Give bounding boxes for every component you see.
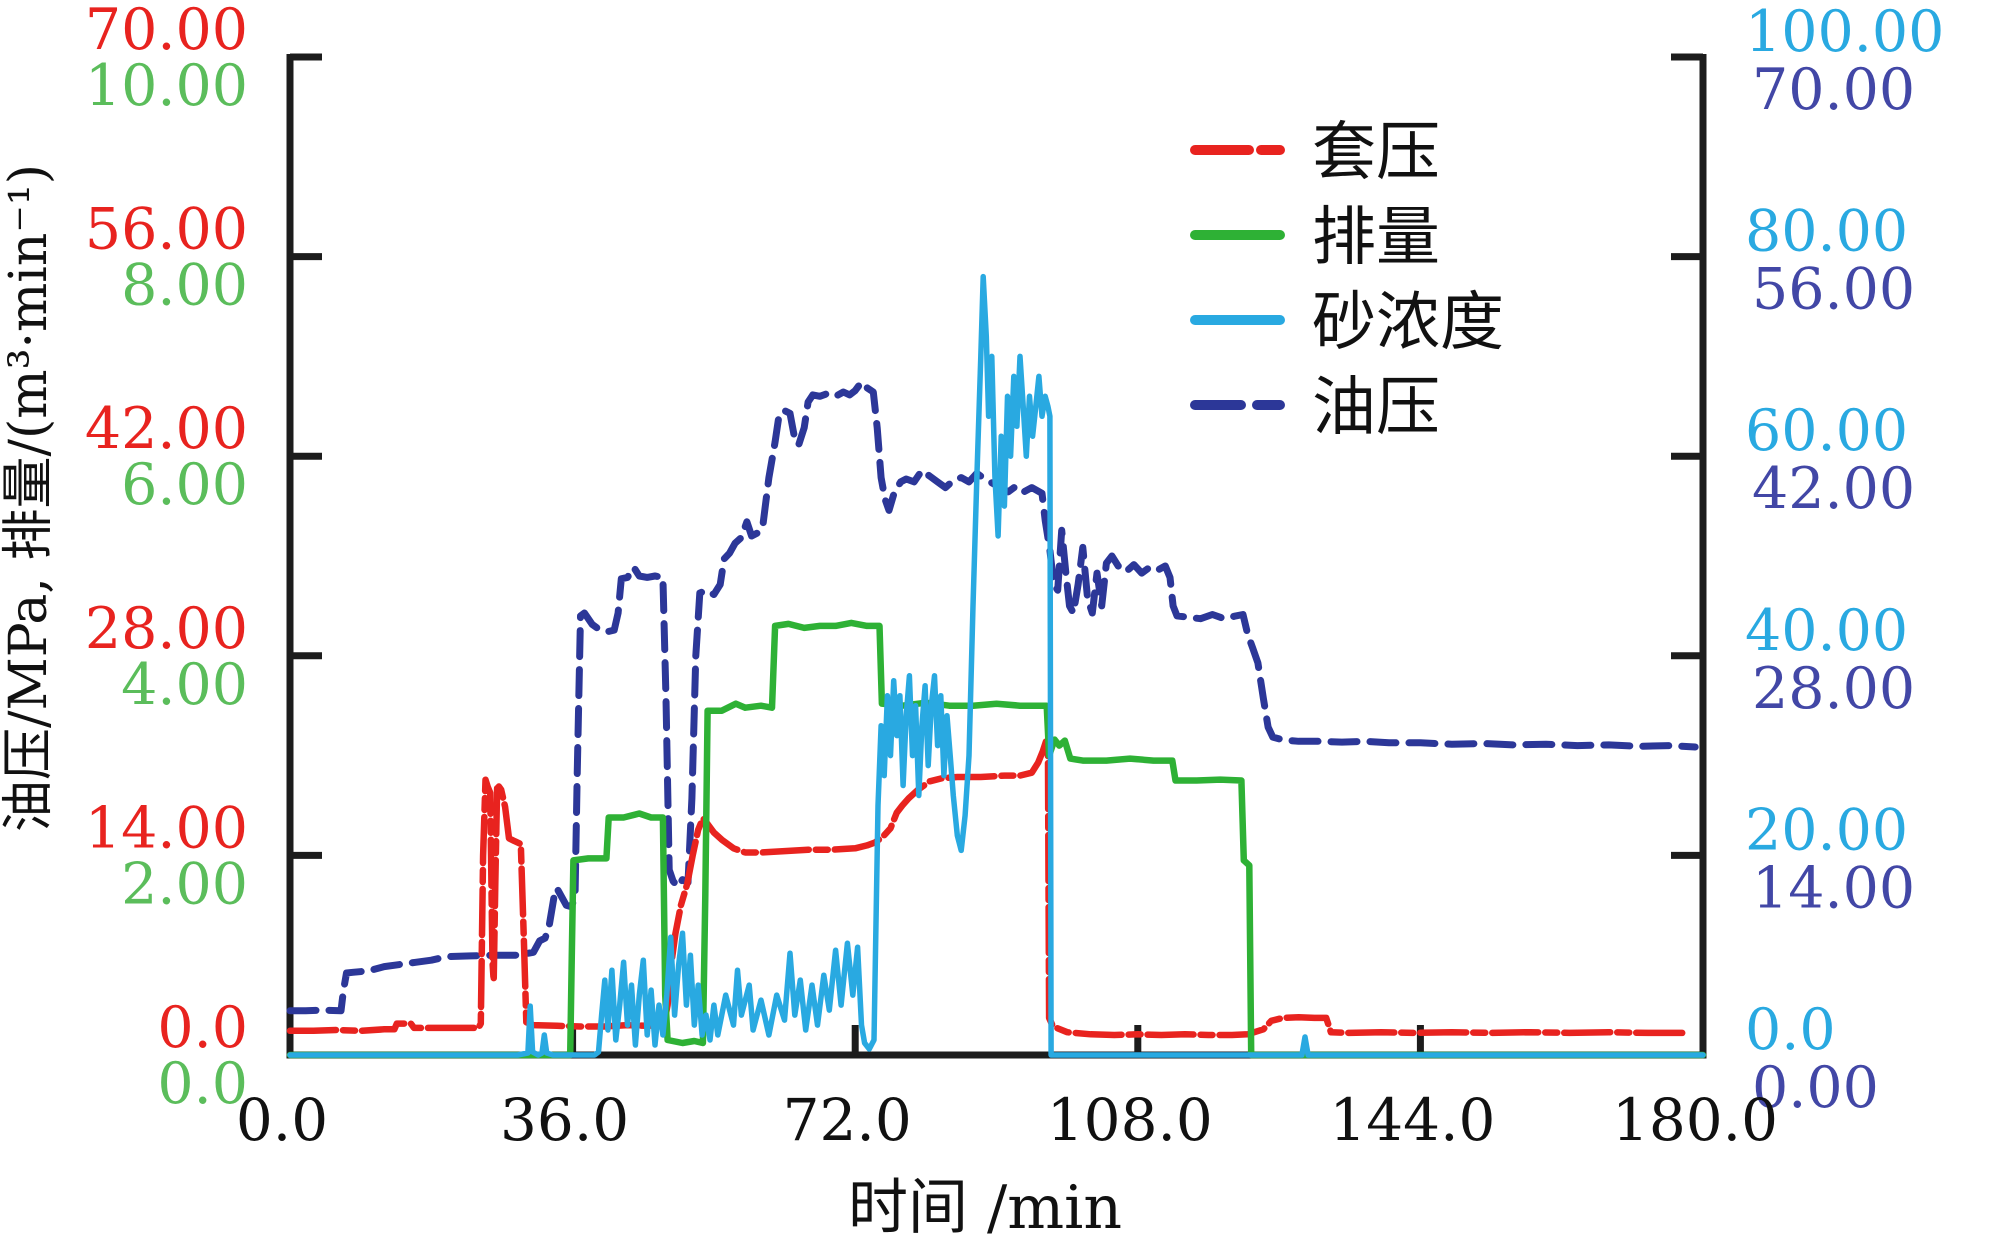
x-tick-label: 36.0	[500, 1086, 629, 1154]
right-blue-tick-label: 28.00	[1752, 656, 1915, 722]
curves-layer	[286, 273, 1707, 1059]
right-blue-tick-label: 56.00	[1752, 257, 1915, 323]
right-cyan-tick-label: 40.00	[1745, 598, 1908, 664]
axes-layer	[286, 53, 1707, 1059]
left-green-tick-label: 2.00	[121, 851, 248, 917]
right-blue-tick-label: 70.00	[1752, 57, 1915, 123]
right-cyan-tick-label: 20.00	[1745, 797, 1908, 863]
legend-label: 油压	[1312, 371, 1440, 445]
left-red-tick-label: 56.00	[85, 197, 248, 263]
legend-label: 套压	[1312, 116, 1440, 190]
curve-casing_pressure	[286, 736, 1691, 1039]
left-green-tick-label: 6.00	[121, 452, 248, 518]
left-red-tick-label: 42.00	[85, 396, 248, 462]
left-red-tick-label: 70.00	[85, 0, 248, 63]
tick-labels-layer: 70.0010.00100.0070.0056.008.0080.0056.00…	[85, 0, 1945, 1154]
left-axis-title: 油压/MPa, 排量/(m³·min⁻¹)	[0, 164, 59, 832]
right-blue-tick-label: 14.00	[1752, 855, 1915, 921]
legend-label: 排量	[1312, 201, 1440, 275]
curve-rate	[286, 619, 1707, 1059]
right-cyan-tick-label: 80.00	[1745, 199, 1908, 265]
right-cyan-tick-label: 100.00	[1745, 0, 1944, 65]
x-tick-label: 72.0	[783, 1086, 912, 1154]
right-blue-tick-label: 42.00	[1752, 456, 1915, 522]
left-red-tick-label: 28.00	[85, 596, 248, 662]
left-red-tick-label: 0.0	[157, 995, 248, 1061]
right-cyan-tick-label: 0.0	[1745, 997, 1836, 1063]
right-blue-tick-label: 0.00	[1752, 1055, 1879, 1121]
x-axis-title: 时间 /min	[848, 1173, 1122, 1243]
legend-label: 砂浓度	[1312, 286, 1504, 360]
x-tick-label: 0.0	[236, 1086, 328, 1154]
left-green-tick-label: 10.00	[85, 53, 248, 119]
left-green-tick-label: 0.0	[157, 1051, 248, 1117]
x-tick-label: 108.0	[1047, 1086, 1213, 1154]
left-green-tick-label: 8.00	[121, 253, 248, 319]
left-red-tick-label: 14.00	[85, 795, 248, 861]
curve-sand_concentration	[287, 273, 1706, 1058]
x-tick-label: 180.0	[1612, 1086, 1778, 1154]
x-tick-label: 144.0	[1329, 1086, 1495, 1154]
curve-oil_pressure	[286, 378, 1699, 1015]
right-cyan-tick-label: 60.00	[1745, 398, 1908, 464]
left-green-tick-label: 4.00	[121, 652, 248, 718]
